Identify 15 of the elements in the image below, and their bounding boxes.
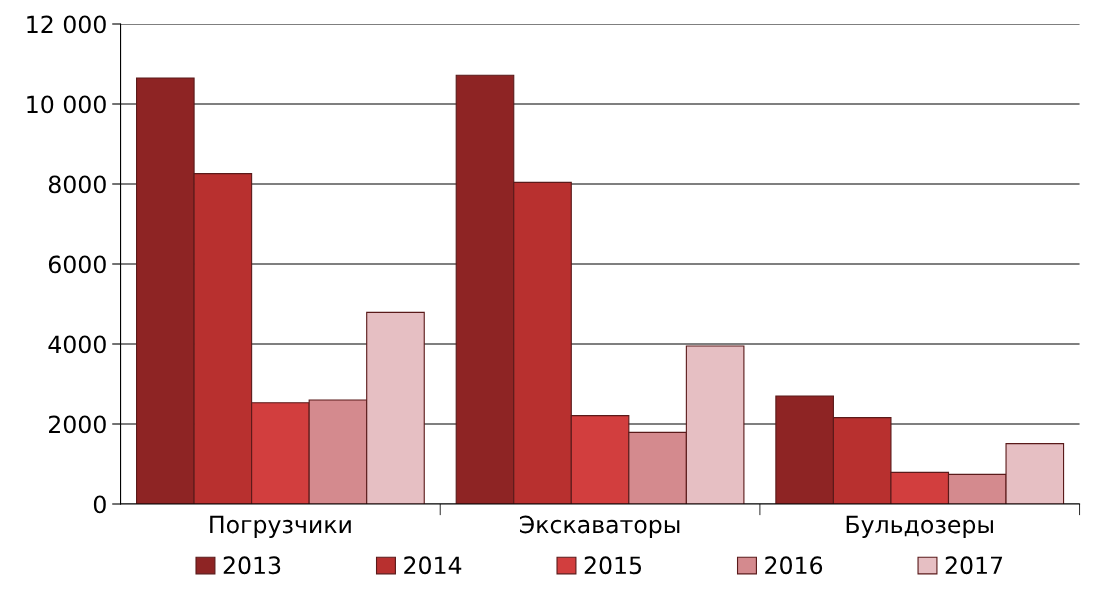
legend-label: 2014 bbox=[404, 556, 462, 575]
x-tick-label: Бульдозеры bbox=[846, 515, 993, 538]
legend-label: 2015 bbox=[584, 556, 642, 575]
y-tick-label: 6000 bbox=[48, 255, 106, 274]
legend-label: 2016 bbox=[765, 556, 823, 575]
legend-label: 2017 bbox=[945, 556, 1003, 575]
y-tick-label: 8000 bbox=[48, 175, 106, 194]
y-tick-label: 4000 bbox=[48, 335, 106, 354]
x-tick-label: Экскаваторы bbox=[520, 515, 680, 538]
y-tick-label: 12 000 bbox=[27, 15, 106, 34]
y-tick-label: 0 bbox=[93, 495, 106, 514]
legend-label: 2013 bbox=[223, 556, 281, 575]
y-tick-label: 2000 bbox=[49, 415, 106, 434]
y-tick-label: 10 000 bbox=[27, 95, 106, 114]
x-tick-label: Погрузчики bbox=[210, 515, 351, 538]
